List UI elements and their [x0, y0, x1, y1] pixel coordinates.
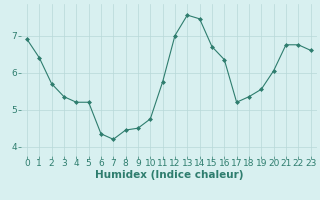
X-axis label: Humidex (Indice chaleur): Humidex (Indice chaleur) [94, 170, 243, 180]
